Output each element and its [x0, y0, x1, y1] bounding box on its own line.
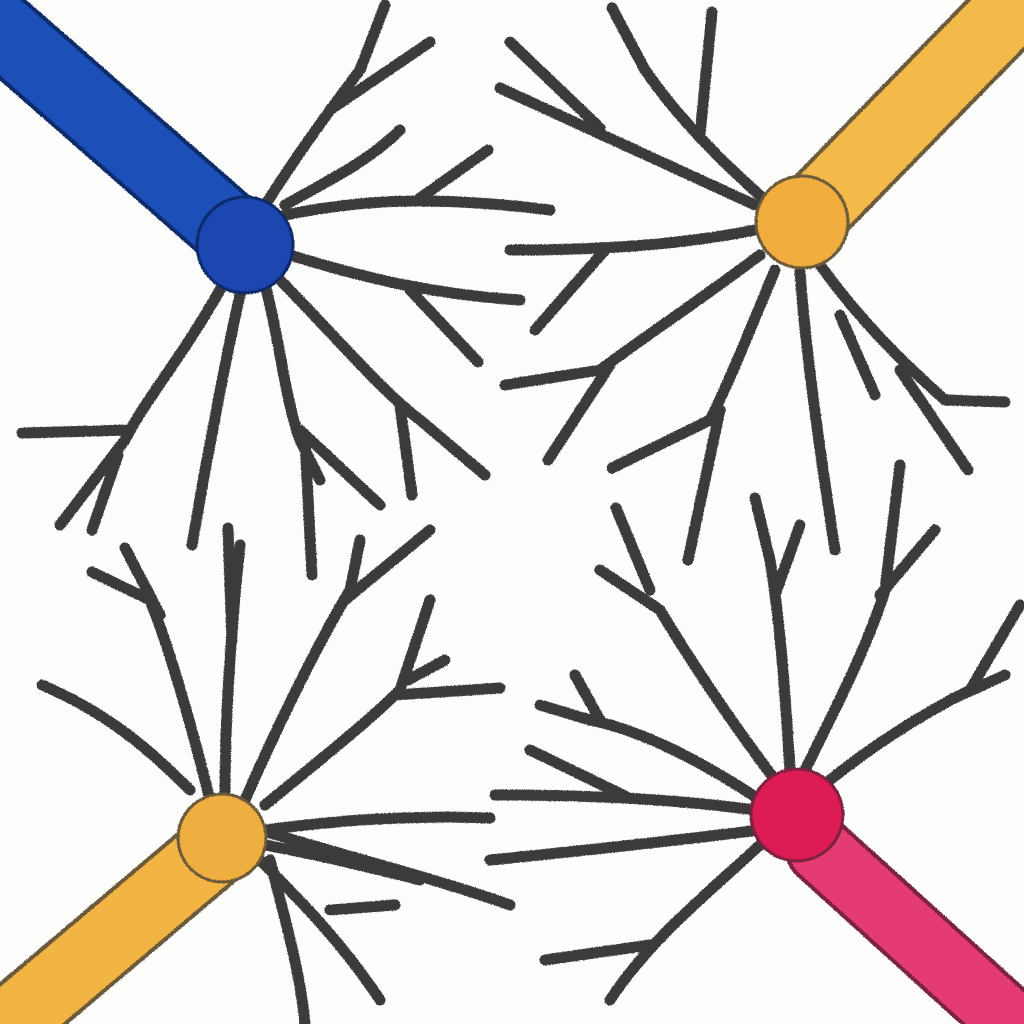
dendrites-top-left [16, 0, 556, 581]
soma-bottom-left [176, 792, 268, 884]
dendrites-bottom-right [484, 459, 1024, 1006]
neuron-top-left [0, 0, 556, 581]
neuron-bottom-right [484, 459, 1024, 1024]
soma-bottom-right [749, 767, 845, 863]
soma-top-left [195, 195, 295, 295]
neuron-bottom-left [0, 522, 516, 1024]
neuron-top-right [494, 0, 1024, 566]
dendrites-top-right [494, 2, 1011, 566]
dendrites-bottom-left [36, 522, 516, 1024]
soma-top-right [754, 174, 850, 270]
